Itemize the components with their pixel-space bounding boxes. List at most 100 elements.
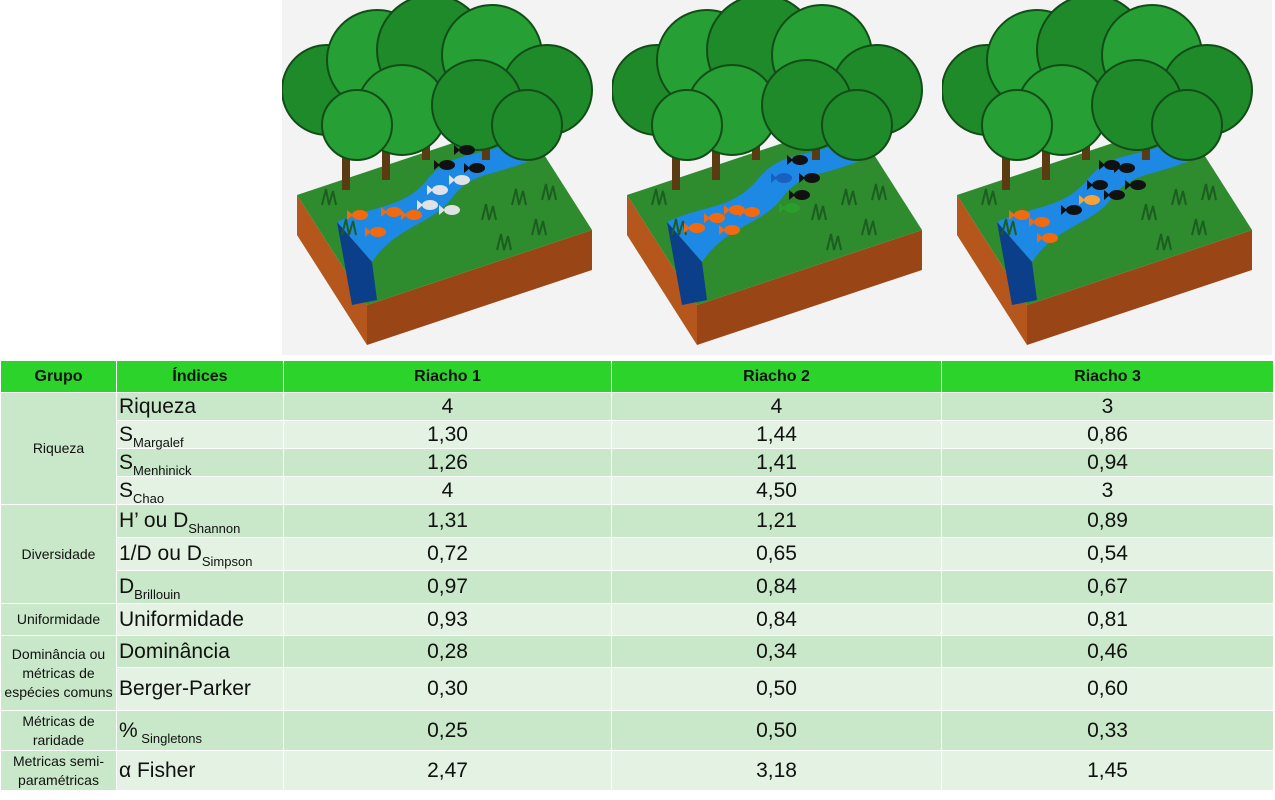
value-riacho-2: 0,84: [611, 570, 942, 604]
index-name: S: [119, 478, 134, 502]
grass-tuft: [871, 183, 887, 201]
index-name: D: [119, 575, 135, 598]
fish: [417, 200, 438, 210]
grass-tuft: [1171, 188, 1187, 206]
value-riacho-1: 0,30: [283, 667, 612, 711]
value-riacho-1: 0,72: [283, 537, 612, 571]
grass-tuft: [341, 218, 357, 236]
value-riacho-1: 0,25: [283, 710, 612, 751]
fish: [439, 205, 460, 215]
grass-tuft: [841, 188, 857, 206]
index-name-cell: Riqueza: [116, 392, 284, 421]
tree-canopy: [321, 89, 393, 161]
fish: [454, 145, 475, 155]
table-row: Dominância ou métricas de espécies comun…: [0, 635, 1274, 711]
fish: [789, 190, 810, 200]
table-row: Berger-Parker 0,30 0,50 0,60: [1, 667, 1274, 711]
value-riacho-1: 2,47: [283, 750, 612, 791]
fish: [1079, 195, 1100, 205]
value-riacho-3: 0,89: [941, 504, 1274, 538]
grass-tuft: [1141, 203, 1157, 221]
value-riacho-3: 0,86: [941, 420, 1274, 449]
header-riacho-1: Riacho 1: [283, 360, 612, 393]
index-name: α Fisher: [119, 758, 196, 782]
header-riacho-2: Riacho 2: [611, 360, 942, 393]
fish: [381, 207, 402, 217]
value-riacho-3: 0,46: [941, 635, 1274, 668]
table-row: Uniformidade Uniformidade 0,93 0,84 0,81: [0, 603, 1274, 636]
value-riacho-3: 0,94: [941, 448, 1274, 477]
table-row: 1/D ou DSimpson 0,72 0,65 0,54: [1, 537, 1274, 571]
fish: [1061, 205, 1082, 215]
value-riacho-2: 1,44: [611, 420, 942, 449]
index-name-cell: α Fisher: [116, 750, 284, 791]
tree-canopy: [651, 89, 723, 161]
table-row: SMenhinick 1,26 1,41 0,94: [1, 448, 1274, 478]
index-name: %: [119, 718, 138, 742]
index-name-cell: Berger-Parker: [116, 667, 284, 711]
index-name: Uniformidade: [119, 607, 244, 631]
value-riacho-2: 0,34: [611, 635, 942, 668]
stream-scene: [942, 0, 1253, 345]
soil-left-side: [627, 195, 697, 345]
fish: [464, 163, 485, 173]
index-subscript: Menhinick: [133, 462, 192, 478]
grass-tuft: [811, 203, 827, 221]
fish: [1087, 180, 1108, 190]
tree-canopy: [491, 89, 563, 161]
index-subscript: Brillouin: [134, 587, 181, 602]
header-grupo: Grupo: [0, 360, 117, 393]
table-row: Metricas semi-paramétricas α Fisher 2,47 3,…: [0, 750, 1274, 791]
index-name: Dominância: [119, 639, 230, 663]
fish: [724, 205, 745, 215]
value-riacho-3: 3: [941, 392, 1274, 421]
fish: [427, 185, 448, 195]
value-riacho-2: 4: [611, 392, 942, 421]
index-name: H’ ou D: [119, 509, 189, 532]
grass-tuft: [981, 188, 997, 206]
grass-tuft: [541, 183, 557, 201]
group-cell: Uniformidade: [0, 603, 117, 636]
fish: [1037, 233, 1058, 243]
value-riacho-1: 0,28: [283, 635, 612, 668]
index-subscript: Singletons: [137, 730, 203, 746]
stream-illustration-2: [612, 0, 942, 355]
grass-tuft: [826, 233, 842, 251]
grass-tuft: [496, 233, 512, 251]
stream-illustration-3: [942, 0, 1272, 355]
soil-left-side: [957, 195, 1027, 345]
index-name-cell: Dominância: [116, 635, 284, 668]
value-riacho-3: 3: [941, 476, 1274, 505]
table-row: Diversidade H’ ou DShannon 1,31 1,21 0,89: [0, 504, 1274, 604]
fish: [787, 155, 808, 165]
soil-left-side: [297, 195, 367, 345]
stream-scene: [612, 0, 923, 345]
value-riacho-2: 0,50: [611, 710, 942, 751]
value-riacho-2: 0,65: [611, 537, 942, 571]
value-riacho-3: 0,81: [941, 603, 1274, 636]
value-riacho-2: 1,21: [611, 504, 942, 538]
index-subscript: Simpson: [201, 554, 253, 569]
value-riacho-1: 1,26: [283, 448, 612, 477]
fish: [684, 223, 705, 233]
fish: [719, 225, 740, 235]
waterfall: [337, 222, 377, 305]
fish: [1029, 217, 1050, 227]
group-cell: Métricas de raridade: [0, 710, 117, 751]
table-header-row: Grupo Índices Riacho 1 Riacho 2 Riacho 3: [0, 360, 1274, 393]
fish: [449, 175, 470, 185]
value-riacho-1: 0,97: [283, 570, 612, 604]
value-riacho-2: 4,50: [611, 476, 942, 505]
header-indices: Índices: [116, 360, 284, 393]
index-name-cell: SMenhinick: [116, 448, 284, 478]
fish: [1125, 180, 1146, 190]
stream-scene: [282, 0, 593, 345]
index-name-cell: H’ ou DShannon: [116, 504, 284, 538]
fish: [779, 203, 800, 213]
table-row: Métricas de raridade% Singletons 0,25 0,50…: [0, 710, 1274, 751]
value-riacho-2: 3,18: [611, 750, 942, 791]
grass-tuft: [1191, 218, 1207, 236]
value-riacho-3: 0,67: [941, 570, 1274, 604]
fish: [1104, 190, 1125, 200]
diversity-index-table: Grupo Índices Riacho 1 Riacho 2 Riacho 3…: [0, 360, 1274, 791]
